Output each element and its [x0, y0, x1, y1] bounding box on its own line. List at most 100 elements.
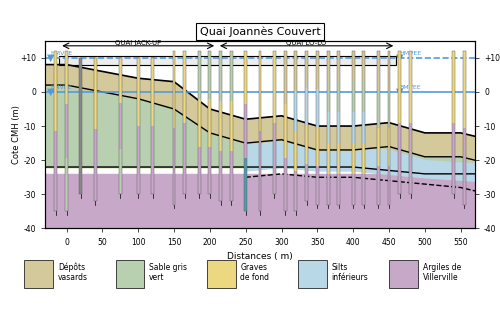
Text: BMVEE: BMVEE: [400, 85, 421, 90]
Bar: [316, 51, 319, 205]
Bar: [294, 91, 298, 131]
Bar: [377, 51, 380, 89]
Bar: [398, 51, 401, 194]
Bar: [338, 51, 340, 205]
Bar: [362, 82, 366, 112]
Text: QUAI JACK-UP: QUAI JACK-UP: [115, 40, 162, 46]
Bar: [284, 105, 286, 158]
Bar: [316, 166, 319, 205]
Bar: [230, 151, 233, 201]
Bar: [352, 82, 354, 112]
Bar: [65, 105, 68, 158]
Bar: [362, 112, 366, 143]
FancyBboxPatch shape: [207, 260, 236, 288]
Bar: [352, 51, 354, 205]
Title: Quai Joannès Couvert: Quai Joannès Couvert: [200, 27, 320, 37]
Bar: [258, 51, 262, 131]
Bar: [377, 166, 380, 205]
Text: Dépôts
vasards: Dépôts vasards: [58, 262, 88, 282]
Bar: [54, 131, 57, 211]
Bar: [316, 51, 319, 89]
Bar: [198, 51, 200, 99]
Bar: [65, 158, 68, 211]
Bar: [219, 51, 222, 101]
Bar: [258, 51, 262, 211]
Bar: [326, 143, 330, 174]
Bar: [219, 151, 222, 201]
Bar: [463, 128, 466, 205]
Bar: [352, 143, 354, 174]
Bar: [326, 51, 330, 205]
Bar: [119, 58, 122, 194]
Polygon shape: [60, 56, 396, 64]
Bar: [463, 51, 466, 128]
Bar: [172, 51, 176, 205]
Bar: [151, 126, 154, 194]
Bar: [284, 51, 286, 211]
Bar: [452, 51, 455, 194]
Bar: [338, 82, 340, 112]
Y-axis label: Cote CMH (m): Cote CMH (m): [12, 105, 22, 164]
Bar: [184, 51, 186, 194]
Bar: [172, 51, 176, 128]
Bar: [305, 51, 308, 201]
FancyBboxPatch shape: [389, 260, 418, 288]
Bar: [54, 51, 57, 131]
Bar: [208, 146, 212, 194]
Bar: [294, 131, 298, 171]
Text: ▼: ▼: [47, 87, 54, 97]
Bar: [284, 51, 286, 105]
Text: Sable gris
vert: Sable gris vert: [149, 263, 187, 282]
Bar: [244, 51, 247, 105]
Bar: [377, 89, 380, 128]
Bar: [338, 174, 340, 205]
FancyBboxPatch shape: [116, 260, 144, 288]
Bar: [377, 128, 380, 166]
Bar: [136, 58, 140, 126]
Bar: [305, 51, 308, 89]
Bar: [452, 123, 455, 194]
Text: Graves
de fond: Graves de fond: [240, 263, 270, 282]
Bar: [316, 128, 319, 166]
Bar: [388, 89, 390, 128]
Bar: [54, 51, 57, 211]
Bar: [230, 51, 233, 201]
Text: BMVEE: BMVEE: [50, 85, 72, 90]
Bar: [94, 58, 96, 201]
Bar: [305, 89, 308, 126]
Bar: [352, 51, 354, 82]
Bar: [338, 51, 340, 82]
Text: HMVEE: HMVEE: [50, 51, 73, 56]
FancyBboxPatch shape: [298, 260, 327, 288]
Bar: [352, 174, 354, 205]
Text: ▼: ▼: [47, 53, 54, 63]
Bar: [94, 58, 96, 130]
Bar: [305, 126, 308, 164]
Bar: [219, 51, 222, 201]
Bar: [362, 174, 366, 205]
FancyBboxPatch shape: [24, 260, 53, 288]
Bar: [60, 56, 396, 64]
Bar: [119, 58, 122, 103]
Bar: [388, 51, 390, 89]
Bar: [388, 166, 390, 205]
Bar: [172, 128, 176, 205]
Bar: [362, 51, 366, 82]
Bar: [136, 58, 140, 194]
Bar: [258, 131, 262, 211]
Bar: [338, 143, 340, 174]
Bar: [409, 123, 412, 194]
Bar: [409, 51, 412, 194]
Text: ▼: ▼: [396, 53, 404, 63]
Bar: [326, 112, 330, 143]
Bar: [198, 99, 200, 146]
Bar: [273, 51, 276, 123]
Bar: [294, 51, 298, 91]
Bar: [184, 123, 186, 194]
Bar: [326, 174, 330, 205]
Bar: [244, 158, 247, 211]
Bar: [294, 51, 298, 211]
Bar: [284, 158, 286, 211]
Bar: [244, 105, 247, 158]
Bar: [326, 51, 330, 82]
